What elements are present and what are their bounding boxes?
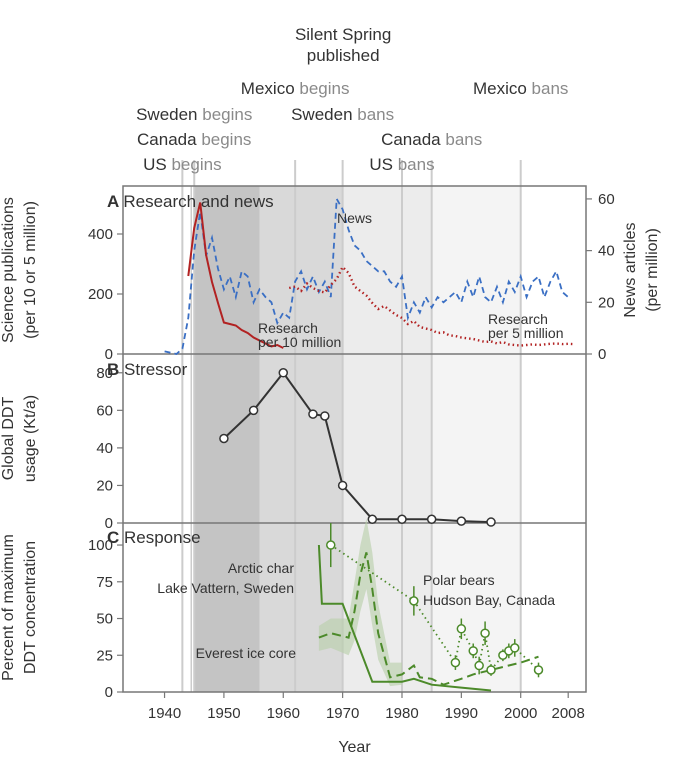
research-10m-line xyxy=(187,202,284,349)
event-label: Canada bans xyxy=(381,130,482,149)
panel-b-title: B Stressor xyxy=(107,360,188,379)
panel-c-y-tick-label: 25 xyxy=(96,647,113,664)
event-label: Canada begins xyxy=(137,130,251,149)
research-5m-annotation: per 5 million xyxy=(488,325,563,341)
ddt-usage-point xyxy=(308,409,318,419)
ddt-usage-point xyxy=(486,517,496,527)
event-label: US begins xyxy=(143,155,221,174)
panel-a-right-y-label: News articles xyxy=(622,222,639,317)
research-10m-annotation: per 10 million xyxy=(258,334,341,350)
panel-b-y-label: usage (Kt/a) xyxy=(22,395,39,482)
polar-bear-point xyxy=(474,660,484,671)
ddt-usage-point xyxy=(278,368,289,378)
panel-c-y-tick-label: 100 xyxy=(88,537,113,554)
x-axis-label: Year xyxy=(338,739,371,756)
ddt-usage-point xyxy=(337,480,348,491)
panel-c-y-tick-label: 75 xyxy=(96,574,113,591)
ddt-usage-point xyxy=(367,514,378,524)
panel-c-title: C Response xyxy=(107,528,201,547)
polar-bear-point xyxy=(409,596,419,606)
panel-a-left-y-label: Science publications xyxy=(0,197,17,343)
polar-bear-point xyxy=(450,657,461,668)
research-5m-line xyxy=(288,264,575,347)
panel-a-right-y-tick-label: 0 xyxy=(598,346,606,363)
x-tick-label: 1940 xyxy=(148,705,181,722)
panel-a-title: A Research and news xyxy=(107,192,274,211)
panel-b-y-tick-label: 40 xyxy=(96,440,113,457)
panel-a-left-y-tick-label: 0 xyxy=(105,346,113,363)
x-tick-label: 1970 xyxy=(326,705,359,722)
x-tick-label: 1950 xyxy=(207,705,240,722)
polar-bear-annotation: Hudson Bay, Canada xyxy=(423,592,555,608)
event-label: Mexico begins xyxy=(241,79,350,98)
ddt-usage-point xyxy=(456,516,467,526)
polar-bear-point xyxy=(468,646,478,656)
event-label: Mexico bans xyxy=(473,79,568,98)
panel-b-y-tick-label: 0 xyxy=(105,515,113,532)
ddt-usage-point xyxy=(219,433,229,444)
arctic-char-line xyxy=(317,544,492,692)
panel-c-y-label: Percent of maximum xyxy=(0,534,17,681)
ddt-usage-point xyxy=(397,514,407,524)
arctic-char-annotation: Lake Vattern, Sweden xyxy=(157,580,294,596)
event-label-silent-spring: Silent Spring xyxy=(295,25,391,44)
shade-band xyxy=(431,186,521,692)
panel-c-y-tick-label: 0 xyxy=(105,684,113,701)
panel-a-left-y-label: (per 10 or 5 million) xyxy=(22,201,39,339)
polar-bear-point xyxy=(326,540,336,550)
event-label: Sweden begins xyxy=(136,105,252,124)
ddt-usage-point xyxy=(426,514,437,524)
news-line xyxy=(164,195,569,355)
x-tick-label: 2008 xyxy=(552,705,585,722)
arctic-char-annotation: Arctic char xyxy=(228,560,294,576)
research-5m-annotation: Research xyxy=(488,311,548,327)
panel-c-y-label: DDT concentration xyxy=(22,541,39,674)
polar-bear-point xyxy=(456,624,467,634)
panel-b-y-label: Global DDT xyxy=(0,396,17,480)
panel-a-right-y-tick-label: 40 xyxy=(598,243,615,260)
panel-a-left-y-tick-label: 200 xyxy=(88,286,113,303)
panel-c-y-tick-label: 50 xyxy=(96,611,113,628)
polar-bear-point xyxy=(486,665,496,675)
research-10m-annotation: Research xyxy=(258,320,318,336)
event-label: US bans xyxy=(369,155,434,174)
panel-a-right-y-tick-label: 60 xyxy=(598,191,615,208)
everest-annotation: Everest ice core xyxy=(196,645,297,661)
panel-b-y-tick-label: 20 xyxy=(96,477,113,494)
news-annotation: News xyxy=(337,210,372,226)
polar-bear-line xyxy=(330,544,540,673)
panel-a-left-y-tick-label: 400 xyxy=(88,226,113,243)
polar-bear-point xyxy=(533,665,544,675)
panel-a-right-y-label: (per million) xyxy=(644,228,661,312)
panel-a-right-y-tick-label: 20 xyxy=(598,294,615,311)
panel-b-y-tick-label: 60 xyxy=(96,402,113,419)
polar-bear-point xyxy=(510,643,520,653)
x-tick-label: 1990 xyxy=(445,705,478,722)
polar-bear-annotation: Polar bears xyxy=(423,572,495,588)
event-label-silent-spring: published xyxy=(307,46,380,65)
x-tick-label: 2000 xyxy=(504,705,537,722)
plot-frame xyxy=(122,185,587,693)
x-tick-label: 1960 xyxy=(267,705,300,722)
event-label: Sweden bans xyxy=(291,105,394,124)
x-tick-label: 1980 xyxy=(385,705,418,722)
polar-bear-point xyxy=(480,628,490,638)
ddt-usage-point xyxy=(248,405,259,416)
panel-b-y-tick-label: 80 xyxy=(96,365,113,382)
ddt-usage-point xyxy=(320,411,330,421)
